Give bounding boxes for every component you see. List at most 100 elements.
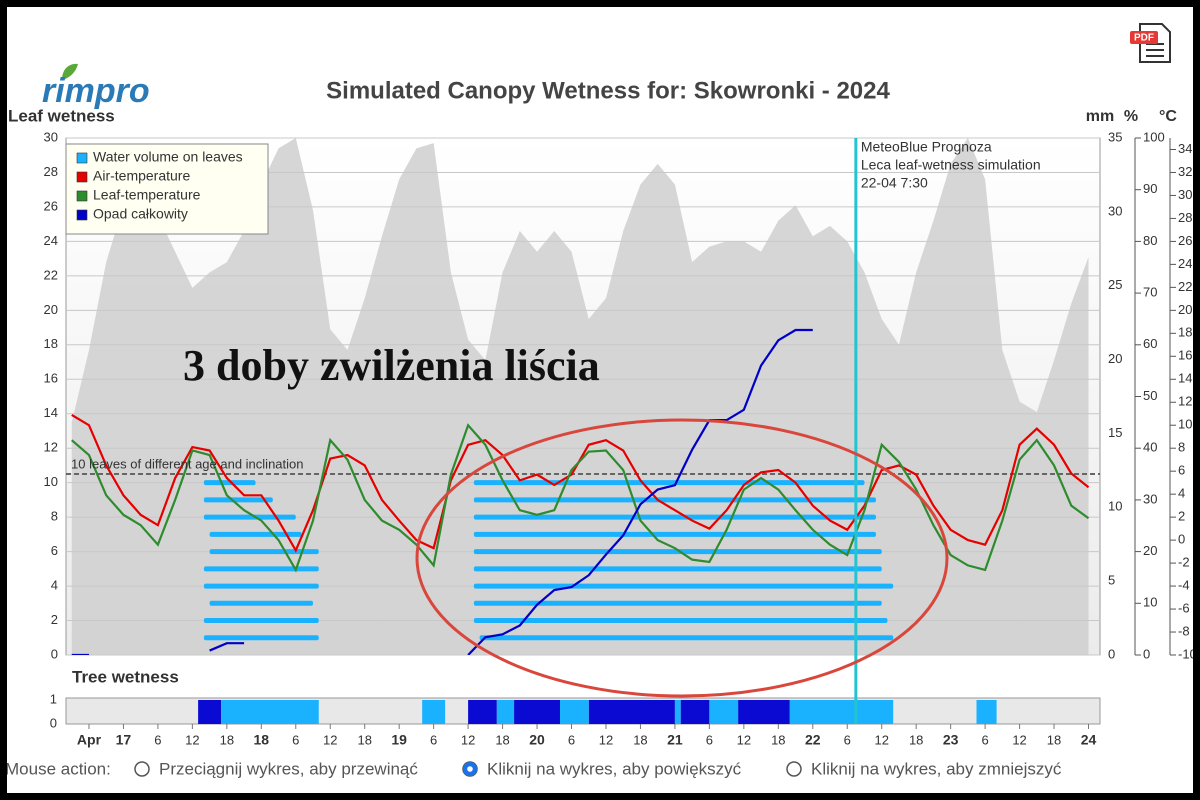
x-tick-label: 6 bbox=[154, 732, 161, 747]
legend-label: Leaf-temperature bbox=[93, 187, 201, 203]
y2-tick-label: 30 bbox=[1108, 203, 1122, 218]
tree-wetness-bar bbox=[422, 700, 446, 724]
leaf-wetness-bar bbox=[479, 635, 894, 641]
x-tick-label: 12 bbox=[1012, 732, 1026, 747]
x-tick-label: 6 bbox=[292, 732, 299, 747]
radio-label[interactable]: Przeciągnij wykres, aby przewinąć bbox=[159, 759, 418, 778]
y3-tick-label: 50 bbox=[1143, 388, 1157, 403]
highlight-ellipse bbox=[415, 418, 949, 698]
x-tick-label: 12 bbox=[461, 732, 475, 747]
leaf-wetness-bar bbox=[473, 549, 882, 555]
forecast-label: MeteoBlue Prognoza bbox=[861, 139, 992, 155]
tree-y-tick-label: 1 bbox=[50, 691, 57, 706]
tree-wetness-bar bbox=[198, 700, 222, 724]
radio-option[interactable]: Kliknij na wykres, aby zmniejszyć bbox=[786, 759, 1062, 778]
y-tick-label: 20 bbox=[44, 302, 58, 317]
pdf-button[interactable]: PDF bbox=[1130, 23, 1171, 63]
leaf-wetness-bar bbox=[473, 566, 882, 572]
x-tick-label: 6 bbox=[844, 732, 851, 747]
legend: Water volume on leaves Air-temperature Lea… bbox=[65, 143, 269, 235]
x-tick-label: 18 bbox=[633, 732, 647, 747]
legend-swatch bbox=[76, 171, 88, 183]
tree-wetness-bar bbox=[588, 700, 675, 724]
y4-tick-label: 20 bbox=[1178, 302, 1192, 317]
radio-label[interactable]: Kliknij na wykres, aby powiększyć bbox=[487, 759, 742, 778]
tree-wetness-bar bbox=[496, 700, 515, 724]
y4-tick-label: 10 bbox=[1178, 417, 1192, 432]
y3-tick-label: 90 bbox=[1143, 181, 1157, 196]
y4-tick-label: 30 bbox=[1178, 187, 1192, 202]
radio-option[interactable]: Przeciągnij wykres, aby przewinąć bbox=[134, 759, 418, 778]
logo: rimpro bbox=[42, 72, 150, 110]
tree-y-tick-label: 0 bbox=[50, 715, 57, 730]
leaf-wetness-bar bbox=[203, 480, 256, 486]
leaf-wetness-bar bbox=[473, 600, 882, 606]
x-tick-label: 6 bbox=[430, 732, 437, 747]
y-tick-label: 8 bbox=[51, 509, 58, 524]
radio-option[interactable]: Kliknij na wykres, aby powiększyć bbox=[462, 759, 742, 778]
y4-tick-label: -6 bbox=[1178, 600, 1190, 615]
leaf-wetness-bar bbox=[473, 583, 894, 589]
leaf-wetness-bar bbox=[203, 618, 319, 624]
y4-tick-label: 26 bbox=[1178, 233, 1192, 248]
tree-wetness-bar bbox=[789, 700, 894, 724]
leaf-wetness-bar bbox=[473, 480, 865, 486]
y4-tick-label: -8 bbox=[1178, 623, 1190, 638]
x-tick-label: 6 bbox=[706, 732, 713, 747]
y4-tick-label: -2 bbox=[1178, 555, 1190, 570]
y4-tick-label: -10 bbox=[1178, 646, 1197, 661]
leaf-wetness-bar bbox=[209, 531, 302, 537]
series-line bbox=[71, 328, 813, 655]
y3-tick-label: 10 bbox=[1143, 595, 1157, 610]
tree-wetness-bar bbox=[674, 700, 681, 724]
leaf-wetness-bar bbox=[203, 514, 296, 520]
y-tick-label: 30 bbox=[44, 129, 58, 144]
x-tick-label: 21 bbox=[667, 732, 683, 748]
leaf-wetness-bar bbox=[203, 566, 319, 572]
y4-tick-label: 16 bbox=[1178, 348, 1192, 363]
legend-swatch bbox=[76, 190, 88, 202]
tree-wetness-bar bbox=[514, 700, 561, 724]
y2-tick-label: 0 bbox=[1108, 646, 1115, 661]
y3-tick-label: 0 bbox=[1143, 646, 1150, 661]
y3-axis-title: % bbox=[1124, 108, 1138, 125]
y2-axis-title: mm bbox=[1086, 108, 1114, 125]
forecast-label: Leca leaf-wetness simulation bbox=[861, 157, 1041, 173]
y2-tick-label: 15 bbox=[1108, 425, 1122, 440]
x-tick-label: 18 bbox=[909, 732, 923, 747]
x-tick-label: 6 bbox=[981, 732, 988, 747]
x-tick-label: 22 bbox=[805, 732, 821, 748]
y2-tick-label: 35 bbox=[1108, 129, 1122, 144]
legend-swatch bbox=[76, 209, 88, 221]
y3-tick-label: 100 bbox=[1143, 129, 1165, 144]
y4-axis-title: °C bbox=[1159, 108, 1177, 125]
leaf-wetness-bar bbox=[473, 531, 876, 537]
radio-label[interactable]: Kliknij na wykres, aby zmniejszyć bbox=[811, 759, 1062, 778]
x-tick-label: 12 bbox=[737, 732, 751, 747]
y-tick-label: 10 bbox=[44, 474, 58, 489]
leaf-wetness-bar bbox=[209, 549, 319, 555]
x-tick-label: 12 bbox=[185, 732, 199, 747]
annotation: 3 doby zwilżenia liścia bbox=[183, 341, 600, 390]
y4-tick-label: 12 bbox=[1178, 394, 1192, 409]
legend-swatch bbox=[76, 152, 88, 164]
y4-tick-label: 0 bbox=[1178, 532, 1185, 547]
y-tick-label: 0 bbox=[51, 646, 58, 661]
radio-button[interactable] bbox=[786, 761, 802, 777]
x-tick-label: 17 bbox=[116, 732, 132, 748]
y-tick-label: 4 bbox=[51, 578, 58, 593]
leaf-wetness-bar bbox=[473, 497, 876, 503]
x-tick-label: 18 bbox=[254, 732, 270, 748]
x-tick-label: 18 bbox=[771, 732, 785, 747]
y3-tick-label: 40 bbox=[1143, 440, 1157, 455]
y3-tick-label: 80 bbox=[1143, 233, 1157, 248]
tree-wetness-bar bbox=[738, 700, 790, 724]
radio-button[interactable] bbox=[134, 761, 150, 777]
radio-button-dot bbox=[467, 766, 473, 772]
mouse-action-options: Przeciągnij wykres, aby przewinąć Kliknij… bbox=[134, 759, 1062, 778]
leaf-wetness-bar bbox=[473, 514, 876, 520]
x-tick-label: 24 bbox=[1081, 732, 1097, 748]
x-tick-label: 18 bbox=[495, 732, 509, 747]
